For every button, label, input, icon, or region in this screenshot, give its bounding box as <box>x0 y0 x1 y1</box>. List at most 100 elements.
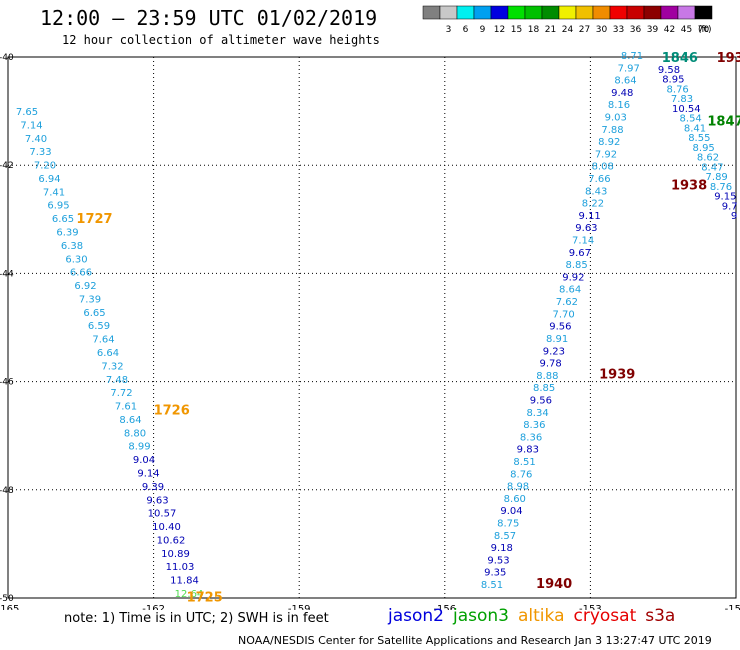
track-west-value: 9.39 <box>142 482 164 493</box>
lat-tick-label: -44 <box>0 269 14 279</box>
track-east-value: 7.14 <box>572 236 594 247</box>
scale-label: 12 <box>494 25 505 35</box>
lat-tick-label: -48 <box>0 486 14 496</box>
track-east-value: 9.92 <box>562 272 584 283</box>
track-east-time-label: 1940 <box>536 577 572 592</box>
track-east-value: 8.64 <box>559 285 581 296</box>
track-northeast-time-label: 1846 <box>662 51 698 66</box>
color-scale-legend: 3 6 9 12 15 18 21 24 27 30 33 36 39 42 45 70(ft) <box>422 5 713 35</box>
scale-label: 6 <box>463 25 469 35</box>
legend-jason3: jason3 <box>453 606 509 626</box>
track-east-value: 9.03 <box>605 113 627 124</box>
track-west-value: 6.65 <box>52 214 74 225</box>
map-title: 12:00 – 23:59 UTC 01/02/2019 <box>40 6 378 30</box>
track-east-value: 8.16 <box>608 100 630 111</box>
track-west-value: 12.64 <box>175 589 204 600</box>
track-northeast-value: 8.54 <box>680 114 702 125</box>
track-east-value: 7.92 <box>595 149 617 160</box>
track-west-value: 7.33 <box>29 147 51 158</box>
track-east-value: 9.04 <box>500 506 522 517</box>
track-northeast-value: 8.95 <box>662 75 684 86</box>
track-east-value: 9.78 <box>539 359 561 370</box>
track-west-value: 6.59 <box>88 321 110 332</box>
track-east-value: 9.56 <box>549 322 571 333</box>
scale-label: 33 <box>613 25 624 35</box>
track-east-value: 7.62 <box>556 297 578 308</box>
satellite-legend: jason2 jason3 altika cryosat s3a <box>388 606 684 626</box>
track-west-value: 7.61 <box>115 402 137 413</box>
track-east-value: 8.60 <box>504 494 526 505</box>
track-west-value: 10.89 <box>161 549 190 560</box>
track-west-value: 10.62 <box>157 535 186 546</box>
scale-label: 21 <box>545 25 556 35</box>
scale-label: 3 <box>446 25 452 35</box>
map-frame <box>7 56 737 599</box>
track-east-value: 8.43 <box>585 186 607 197</box>
track-west-value: 7.32 <box>101 361 123 372</box>
footer-credit: NOAA/NESDIS Center for Satellite Applica… <box>238 634 712 647</box>
track-west-value: 9.04 <box>133 455 155 466</box>
track-northeast-value: 9.15 <box>714 192 736 203</box>
track-east-value: 8.51 <box>481 580 503 591</box>
map-subtitle: 12 hour collection of altimeter wave hei… <box>62 33 380 47</box>
track-west-value: 7.39 <box>79 294 101 305</box>
scale-label: 70 <box>698 25 710 35</box>
track-west-value: 7.41 <box>43 187 65 198</box>
lon-tick-label: -165 <box>0 604 19 610</box>
track-west-value: 7.14 <box>20 120 42 131</box>
track-northeast-value: 9 <box>731 211 737 222</box>
track-west-value: 8.80 <box>124 428 146 439</box>
track-northeast-value: 9.7 <box>722 201 738 212</box>
track-east-value: 8.34 <box>526 408 548 419</box>
track-northeast-value: 8.41 <box>684 123 706 134</box>
scale-label: 27 <box>579 25 590 35</box>
track-west-value: 6.38 <box>61 241 83 252</box>
lon-tick-label: -162 <box>142 604 165 610</box>
track-east-value: 8.98 <box>507 482 529 493</box>
scale-label: 9 <box>480 25 486 35</box>
lon-tick-label: -153 <box>579 604 602 610</box>
track-east-value: 9.67 <box>569 248 591 259</box>
track-west-time-label: 1727 <box>76 212 112 227</box>
track-east-value: 8.08 <box>592 162 614 173</box>
track-west-value: 7.64 <box>92 335 114 346</box>
lat-tick-label: -42 <box>0 161 14 171</box>
track-east-value: 7.97 <box>618 63 640 74</box>
track-east-time-label: 1938 <box>671 179 707 194</box>
units-note: note: 1) Time is in UTC; 2) SWH is in fe… <box>64 611 329 626</box>
track-east-value: 7.70 <box>552 309 574 320</box>
track-west-value: 7.20 <box>34 161 56 172</box>
wave-height-map: -165 -162 -159 -156 -153 -150 -40 -42 -44 -46 -48 -… <box>0 51 740 610</box>
track-west-value: 6.39 <box>56 228 78 239</box>
track-west-value: 11.03 <box>166 562 195 573</box>
track-northeast-value: 8.95 <box>693 143 715 154</box>
track-east-time-label: 1939 <box>599 367 635 382</box>
track-northeast-time-label: 1847 <box>707 114 740 129</box>
track-east-value: 8.85 <box>566 260 588 271</box>
scale-label: 30 <box>596 25 608 35</box>
track-west-value: 6.66 <box>70 268 92 279</box>
track-east-value: 7.66 <box>588 174 610 185</box>
track-east-value: 8.92 <box>598 137 620 148</box>
track-east-value: 9.53 <box>487 555 509 566</box>
lat-tick-label: -40 <box>0 53 14 63</box>
lon-tick-label: -150 <box>725 604 740 610</box>
track-east-value: 9.35 <box>484 568 506 579</box>
scale-label: 42 <box>664 25 675 35</box>
track-east-value: 8.85 <box>533 383 555 394</box>
track-east-value: 9.48 <box>611 88 633 99</box>
track-east-value: 9.18 <box>491 543 513 554</box>
track-east-value: 9.56 <box>530 395 552 406</box>
track-east-value: 9.23 <box>543 346 565 357</box>
track-northeast-value: 9.58 <box>658 65 680 76</box>
scale-label: 45 <box>681 25 692 35</box>
scale-label: 24 <box>562 25 574 35</box>
track-west-value: 9.14 <box>137 469 159 480</box>
legend-s3a: s3a <box>645 606 676 626</box>
track-east-value: 8.76 <box>510 469 532 480</box>
track-west-value: 6.94 <box>38 174 60 185</box>
scale-label: 39 <box>647 25 659 35</box>
track-east-value: 8.57 <box>494 531 516 542</box>
track-east-value: 8.36 <box>523 420 545 431</box>
scale-label: 15 <box>511 25 522 35</box>
